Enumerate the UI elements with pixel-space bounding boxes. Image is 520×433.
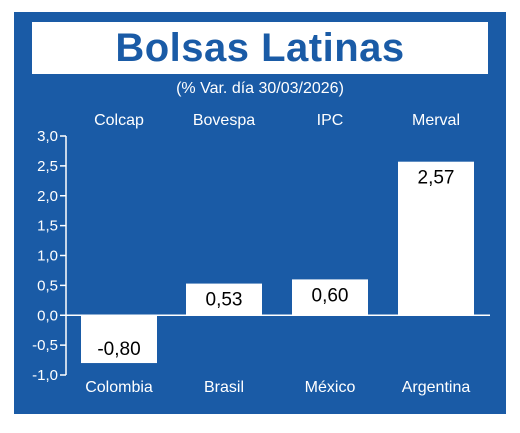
index-name-label: Merval: [412, 112, 460, 129]
category-label: Colombia: [85, 379, 153, 396]
y-tick-label: 1,5: [37, 218, 58, 235]
bar-argentina: [398, 161, 474, 316]
bar-value-label: 2,57: [418, 168, 455, 189]
bar-brasil: [186, 283, 262, 316]
bar-colombia: [81, 315, 157, 364]
category-label: Argentina: [402, 379, 471, 396]
chart-title: Bolsas Latinas: [115, 26, 405, 70]
bar-méxico: [292, 279, 368, 316]
index-name-label: IPC: [317, 112, 344, 129]
y-tick-label: -0,5: [32, 337, 58, 354]
y-tick-label: 0,5: [37, 277, 58, 294]
y-tick-label: 3,0: [37, 128, 58, 145]
bar-value-label: 0,53: [206, 290, 243, 311]
index-name-label: Bovespa: [193, 112, 255, 129]
y-tick-label: 0,0: [37, 307, 58, 324]
category-label: Brasil: [204, 379, 244, 396]
y-tick-label: -1,0: [32, 367, 58, 384]
y-tick-label: 1,0: [37, 248, 58, 265]
bar-value-label: 0,60: [312, 285, 349, 306]
index-name-label: Colcap: [94, 112, 144, 129]
y-tick-label: 2,0: [37, 188, 58, 205]
chart-subtitle: (% Var. día 30/03/2026): [176, 80, 344, 97]
y-tick-label: 2,5: [37, 158, 58, 175]
title-box: Bolsas Latinas: [32, 22, 488, 74]
category-label: México: [305, 379, 356, 396]
bar-value-label: -0,80: [97, 339, 140, 360]
